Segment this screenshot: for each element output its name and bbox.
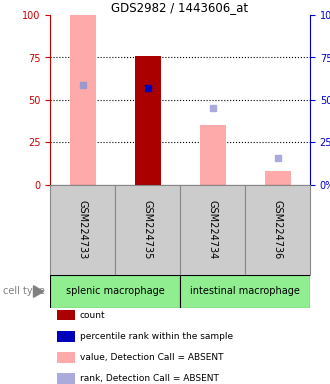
Bar [265, 171, 290, 185]
Bar [115, 185, 180, 275]
Text: GSM224735: GSM224735 [143, 200, 152, 260]
Text: percentile rank within the sample: percentile rank within the sample [80, 332, 233, 341]
Bar [245, 185, 310, 275]
Text: intestinal macrophage: intestinal macrophage [190, 286, 300, 296]
Polygon shape [34, 286, 44, 297]
Bar [200, 126, 225, 185]
Bar [50, 185, 115, 275]
Text: splenic macrophage: splenic macrophage [66, 286, 164, 296]
Text: cell type: cell type [3, 286, 45, 296]
Bar [180, 185, 245, 275]
Bar [180, 275, 310, 308]
Text: GSM224733: GSM224733 [78, 200, 87, 260]
Text: rank, Detection Call = ABSENT: rank, Detection Call = ABSENT [80, 374, 218, 383]
Bar [70, 15, 95, 185]
Text: count: count [80, 311, 105, 319]
Bar [135, 56, 160, 185]
Bar [50, 275, 180, 308]
Title: GDS2982 / 1443606_at: GDS2982 / 1443606_at [112, 1, 248, 14]
Text: value, Detection Call = ABSENT: value, Detection Call = ABSENT [80, 353, 223, 362]
Text: GSM224734: GSM224734 [208, 200, 217, 260]
Text: GSM224736: GSM224736 [273, 200, 282, 260]
